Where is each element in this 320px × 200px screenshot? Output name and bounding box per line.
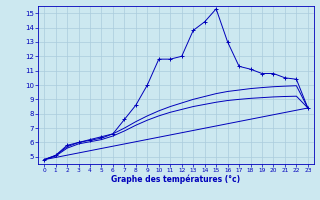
X-axis label: Graphe des températures (°c): Graphe des températures (°c) (111, 175, 241, 184)
